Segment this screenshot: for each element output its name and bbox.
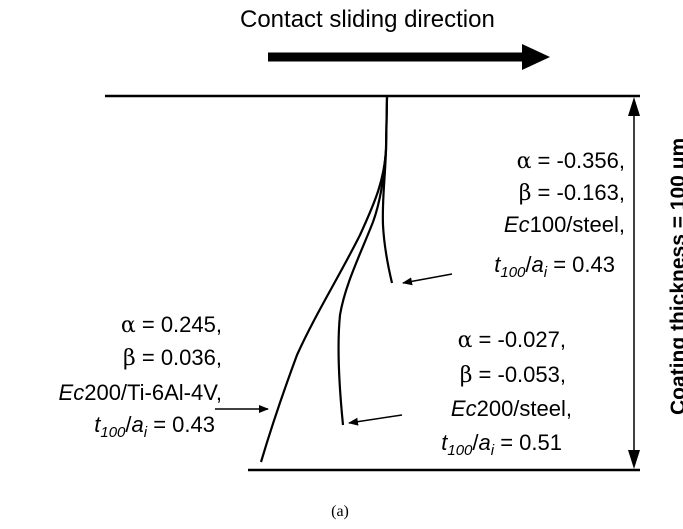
annotation-ti-ratio: t100/ai = 0.43: [94, 412, 215, 441]
crack-path-ec200-steel: [337, 149, 388, 426]
crack-path-ec200-ti6al4v: [259, 96, 389, 463]
sliding-direction-arrowhead: [522, 44, 550, 70]
sliding-direction-title: Contact sliding direction: [240, 6, 495, 33]
annotation-ec200-ratio: t100/ai = 0.51: [441, 430, 562, 459]
annotation-ec200-material: Ec200/steel,: [450, 396, 572, 421]
figure-caption: (a): [331, 503, 349, 520]
annotation-ti-alpha: α = 0.245,: [120, 312, 222, 338]
thickness-arrowhead-top: [628, 97, 640, 116]
annotation-ec100-beta: β = -0.163,: [518, 180, 625, 206]
annotation-ec200-alpha: α = -0.027,: [457, 327, 566, 353]
thickness-arrowhead-bottom: [628, 450, 640, 469]
leader-arrow-ec100-steel: [402, 273, 453, 286]
annotation-ti-beta: β = 0.036,: [123, 345, 222, 371]
annotation-ec200-beta: β = -0.053,: [459, 362, 566, 388]
annotation-ec100-material: Ec100/steel,: [503, 212, 625, 237]
annotation-ec100-ratio: t100/ai = 0.43: [494, 252, 615, 281]
coating-thickness-label: Coating thickness = 100 μm: [667, 137, 683, 415]
annotation-ti-material: Ec200/Ti-6Al-4V,: [58, 380, 222, 405]
annotation-ec100-alpha: α = -0.356,: [516, 148, 625, 174]
leader-arrow-ec200-steel: [348, 414, 403, 426]
